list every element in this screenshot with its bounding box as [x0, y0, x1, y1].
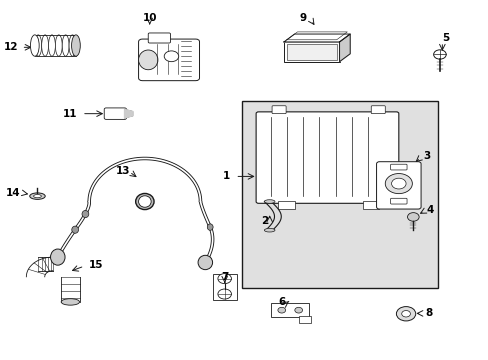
- Ellipse shape: [82, 211, 89, 218]
- Text: 9: 9: [299, 13, 306, 23]
- Text: 11: 11: [62, 109, 77, 119]
- Ellipse shape: [41, 35, 48, 56]
- Polygon shape: [284, 34, 349, 42]
- Circle shape: [164, 51, 178, 62]
- Ellipse shape: [30, 35, 39, 56]
- Circle shape: [218, 274, 231, 284]
- FancyBboxPatch shape: [390, 198, 406, 204]
- Ellipse shape: [138, 50, 158, 70]
- Circle shape: [433, 50, 446, 59]
- Circle shape: [391, 178, 405, 189]
- Ellipse shape: [34, 194, 41, 198]
- Text: 2: 2: [261, 216, 267, 226]
- Ellipse shape: [71, 35, 80, 56]
- Ellipse shape: [55, 35, 62, 56]
- Ellipse shape: [50, 249, 65, 265]
- FancyBboxPatch shape: [370, 106, 385, 114]
- Bar: [277, 201, 294, 209]
- Ellipse shape: [72, 226, 79, 233]
- Ellipse shape: [48, 35, 55, 56]
- Text: 14: 14: [5, 188, 20, 198]
- Bar: [212, 274, 236, 300]
- FancyBboxPatch shape: [241, 101, 437, 288]
- Polygon shape: [339, 34, 349, 62]
- Ellipse shape: [61, 299, 80, 305]
- Text: 13: 13: [116, 166, 130, 176]
- Circle shape: [294, 307, 302, 313]
- FancyBboxPatch shape: [390, 164, 406, 170]
- Circle shape: [277, 307, 285, 313]
- Text: 6: 6: [277, 297, 285, 307]
- Ellipse shape: [264, 200, 274, 203]
- Ellipse shape: [138, 196, 151, 207]
- Circle shape: [218, 289, 231, 299]
- Text: 5: 5: [442, 33, 448, 43]
- FancyBboxPatch shape: [148, 33, 170, 43]
- Circle shape: [407, 213, 418, 221]
- Text: 10: 10: [142, 13, 157, 23]
- Bar: [298, 316, 310, 323]
- Text: 1: 1: [223, 171, 230, 181]
- Ellipse shape: [35, 35, 41, 56]
- Bar: [284, 42, 339, 62]
- Text: 15: 15: [89, 260, 103, 270]
- Ellipse shape: [69, 35, 76, 56]
- FancyBboxPatch shape: [256, 112, 398, 203]
- Text: 7: 7: [221, 272, 228, 282]
- Ellipse shape: [62, 35, 69, 56]
- Circle shape: [401, 311, 409, 317]
- Text: 4: 4: [426, 206, 433, 216]
- Bar: [362, 201, 379, 209]
- Polygon shape: [124, 109, 133, 118]
- Circle shape: [385, 174, 411, 194]
- Ellipse shape: [135, 193, 154, 210]
- Bar: [286, 44, 336, 59]
- FancyBboxPatch shape: [270, 303, 309, 317]
- FancyBboxPatch shape: [376, 162, 420, 209]
- Ellipse shape: [207, 224, 213, 230]
- Circle shape: [396, 307, 415, 321]
- FancyBboxPatch shape: [271, 106, 285, 114]
- FancyBboxPatch shape: [138, 39, 199, 81]
- Text: 12: 12: [3, 42, 18, 52]
- FancyBboxPatch shape: [104, 108, 126, 120]
- Ellipse shape: [30, 193, 45, 199]
- Text: 8: 8: [425, 308, 432, 318]
- Ellipse shape: [264, 228, 274, 232]
- Ellipse shape: [198, 255, 212, 270]
- Text: 3: 3: [422, 150, 429, 161]
